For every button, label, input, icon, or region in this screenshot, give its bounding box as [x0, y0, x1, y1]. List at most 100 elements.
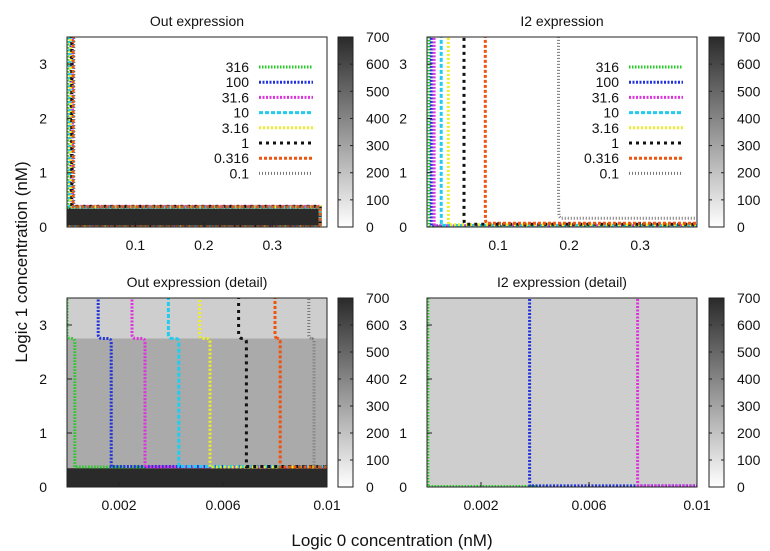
series-line-1: [462, 37, 697, 226]
heat-region-2: [67, 338, 327, 469]
panel-title: I2 expression (detail): [497, 274, 627, 290]
legend-label: 100: [596, 74, 620, 90]
legend-label: 3.16: [592, 120, 619, 136]
colorbar-tick-label: 600: [737, 317, 761, 333]
colorbar-tick-label: 200: [737, 425, 761, 441]
y-tick-label: 2: [39, 371, 47, 387]
series-line-0.316: [273, 298, 327, 469]
colorbar-tick-label: 500: [737, 83, 761, 99]
x-tick-label: 0.3: [630, 237, 650, 253]
colorbar-tick-label: 400: [366, 371, 390, 387]
legend-label: 0.316: [214, 150, 249, 166]
panel-title: Out expression: [150, 13, 244, 29]
legend-label: 10: [233, 105, 249, 121]
x-tick-label: 0.002: [101, 497, 136, 513]
colorbar-tick-label: 500: [737, 344, 761, 360]
series-line-100: [96, 298, 327, 468]
x-tick-label: 0.3: [263, 237, 283, 253]
y-tick-label: 0: [39, 219, 47, 235]
y-axis-label: Logic 1 concentration (nM): [12, 161, 31, 362]
y-tick-label: 3: [399, 317, 407, 333]
x-tick-label: 0.2: [559, 237, 579, 253]
plot-frame: [426, 297, 698, 488]
colorbar: [337, 36, 354, 228]
colorbar-tick-label: 0: [737, 219, 745, 235]
y-tick-label: 2: [39, 110, 47, 126]
legend-label: 1: [611, 135, 619, 151]
legend-label: 0.1: [230, 165, 250, 181]
colorbar-tick-label: 0: [366, 219, 374, 235]
colorbar-tick-label: 200: [366, 165, 390, 181]
x-tick-label: 0.002: [463, 497, 498, 513]
colorbar: [337, 297, 354, 488]
series-line-10: [166, 298, 327, 468]
heat-region-high: [67, 208, 321, 227]
y-tick-label: 1: [399, 165, 407, 181]
colorbar-tick-label: 0: [366, 479, 374, 495]
legend-label: 316: [596, 59, 620, 75]
colorbar-tick-label: 200: [366, 425, 390, 441]
colorbar-tick-label: 100: [737, 452, 761, 468]
plot-background: [427, 37, 697, 227]
legend-label: 0.1: [600, 165, 620, 181]
legend-label: 1: [241, 135, 249, 151]
y-tick-label: 2: [399, 371, 407, 387]
plot-frame: [66, 297, 328, 488]
heat-region-3: [67, 298, 327, 339]
colorbar-tick-label: 100: [737, 192, 761, 208]
colorbar-tick-label: 700: [366, 290, 390, 306]
legend-label: 0.316: [584, 150, 619, 166]
colorbar-tick-label: 600: [737, 56, 761, 72]
plot-frame: [426, 36, 698, 228]
series-line-1: [67, 37, 322, 227]
panel-title: I2 expression: [520, 13, 603, 29]
series-line-0.1: [557, 37, 697, 220]
colorbar: [708, 297, 725, 488]
colorbar-tick-label: 600: [366, 56, 390, 72]
series-line-316: [427, 37, 697, 227]
series-line-0.1: [67, 37, 322, 227]
x-tick-label: 0.006: [571, 497, 606, 513]
colorbar-tick-label: 400: [366, 110, 390, 126]
colorbar-tick-label: 600: [366, 317, 390, 333]
colorbar-tick-label: 300: [737, 398, 761, 414]
y-tick-label: 1: [39, 425, 47, 441]
series-line-31.6: [130, 298, 327, 469]
heat-region-1: [67, 468, 327, 487]
panel-4: I2 expression (detail) 0 1 2 3 0.002 0.006 0.01…: [399, 274, 761, 513]
colorbar-tick-label: 400: [737, 110, 761, 126]
colorbar-tick-label: 400: [737, 371, 761, 387]
colorbar-tick-label: 700: [737, 29, 761, 45]
x-tick-label: 0.2: [194, 237, 214, 253]
panel-title: Out expression (detail): [127, 274, 268, 290]
series-line-10: [439, 37, 697, 227]
series-line-31.6: [636, 298, 697, 487]
x-tick-label: 0.1: [126, 237, 146, 253]
y-tick-label: 3: [399, 56, 407, 72]
series-line-3.16: [198, 298, 327, 469]
colorbar-tick-label: 700: [737, 290, 761, 306]
legend-label: 100: [226, 74, 250, 90]
colorbar: [708, 36, 725, 228]
colorbar-tick-label: 500: [366, 83, 390, 99]
colorbar-tick-label: 0: [737, 479, 745, 495]
plot-background: [67, 37, 327, 227]
series-line-3.16: [446, 37, 697, 227]
heat-region-1: [427, 298, 697, 487]
colorbar-tick-label: 200: [737, 165, 761, 181]
series-line-0.316: [483, 37, 697, 225]
series-line-100: [528, 298, 697, 487]
panel-3: Out expression (detail) 0 1 2 3 0.002 0.006 0.0…: [39, 274, 389, 513]
plot-frame: [66, 36, 328, 228]
y-tick-label: 0: [399, 219, 407, 235]
colorbar-tick-label: 300: [737, 138, 761, 154]
colorbar-tick-label: 300: [366, 398, 390, 414]
colorbar-tick-label: 100: [366, 192, 390, 208]
y-tick-label: 3: [39, 317, 47, 333]
legend-label: 316: [226, 59, 250, 75]
colorbar-tick-label: 300: [366, 138, 390, 154]
y-tick-label: 1: [399, 425, 407, 441]
legend-label: 10: [603, 105, 619, 121]
